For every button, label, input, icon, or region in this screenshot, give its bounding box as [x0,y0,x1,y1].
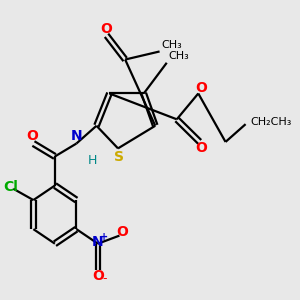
Text: CH₃: CH₃ [168,51,189,61]
Text: S: S [114,150,124,164]
Text: O: O [26,129,38,143]
Text: O: O [116,225,128,239]
Text: O: O [195,141,207,155]
Text: N: N [70,129,82,143]
Text: CH₃: CH₃ [161,40,182,50]
Text: O: O [100,22,112,37]
Text: Cl: Cl [3,180,18,194]
Text: H: H [88,154,97,167]
Text: O: O [92,269,104,283]
Text: N: N [92,235,104,249]
Text: -: - [102,272,106,285]
Text: +: + [100,232,108,242]
Text: O: O [195,81,207,94]
Text: CH₂CH₃: CH₂CH₃ [250,117,291,127]
